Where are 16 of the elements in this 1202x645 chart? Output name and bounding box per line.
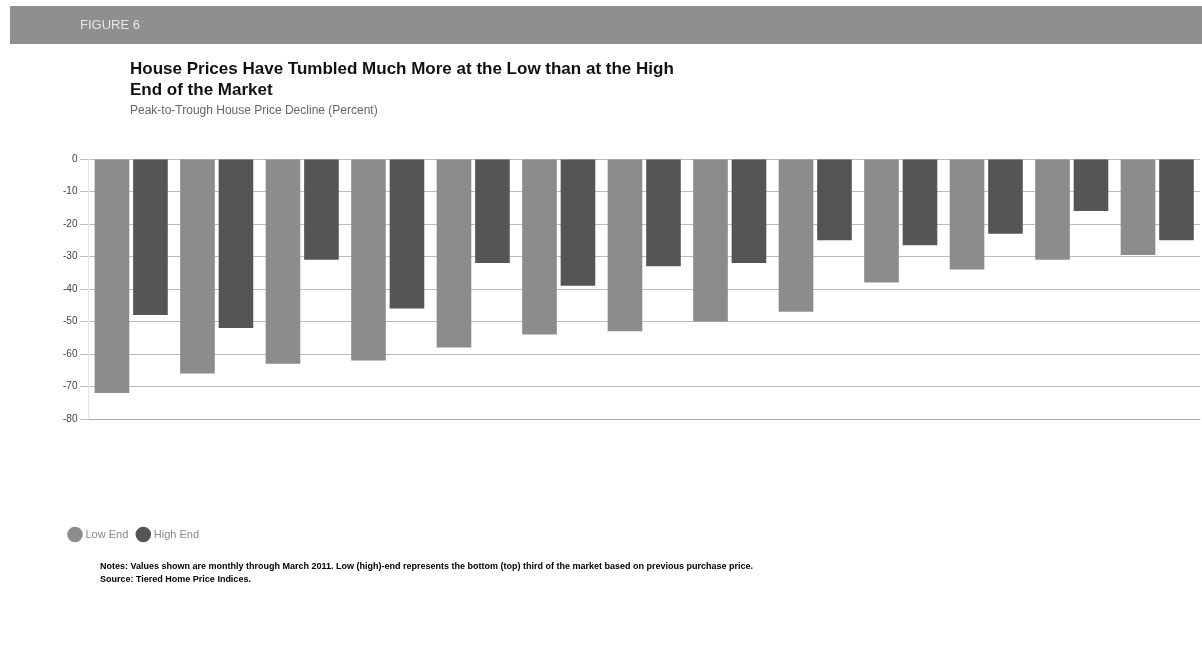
y-tick-label: -70 <box>63 380 78 392</box>
y-tick-label: -20 <box>63 217 78 229</box>
y-tick-label: -10 <box>63 185 78 197</box>
chart-subtitle: Peak-to-Trough House Price Decline (Percent) <box>130 103 378 117</box>
legend-label: High End <box>153 527 200 540</box>
legend-label: Low End <box>85 527 129 540</box>
text: Notes: Values shown are monthly through March 2011. Low (high)-end represents the bottom (top) third of the market based on previous purchase price. <box>100 560 754 573</box>
y-tick-label: 0 <box>71 152 78 164</box>
y-tick-label: -40 <box>63 282 78 294</box>
y-tick-label: -80 <box>63 412 78 424</box>
y-tick-label: -30 <box>63 250 78 262</box>
caption: FIGURE 6 <box>10 6 1202 44</box>
y-tick-label: -50 <box>63 315 78 327</box>
chart-title: House Prices Have Tumbled Much More at the Low than at the High End of the Market <box>130 58 675 100</box>
source-note: Source: Tiered Home Price Indices. <box>100 573 252 586</box>
y-tick-label: -60 <box>63 347 78 359</box>
